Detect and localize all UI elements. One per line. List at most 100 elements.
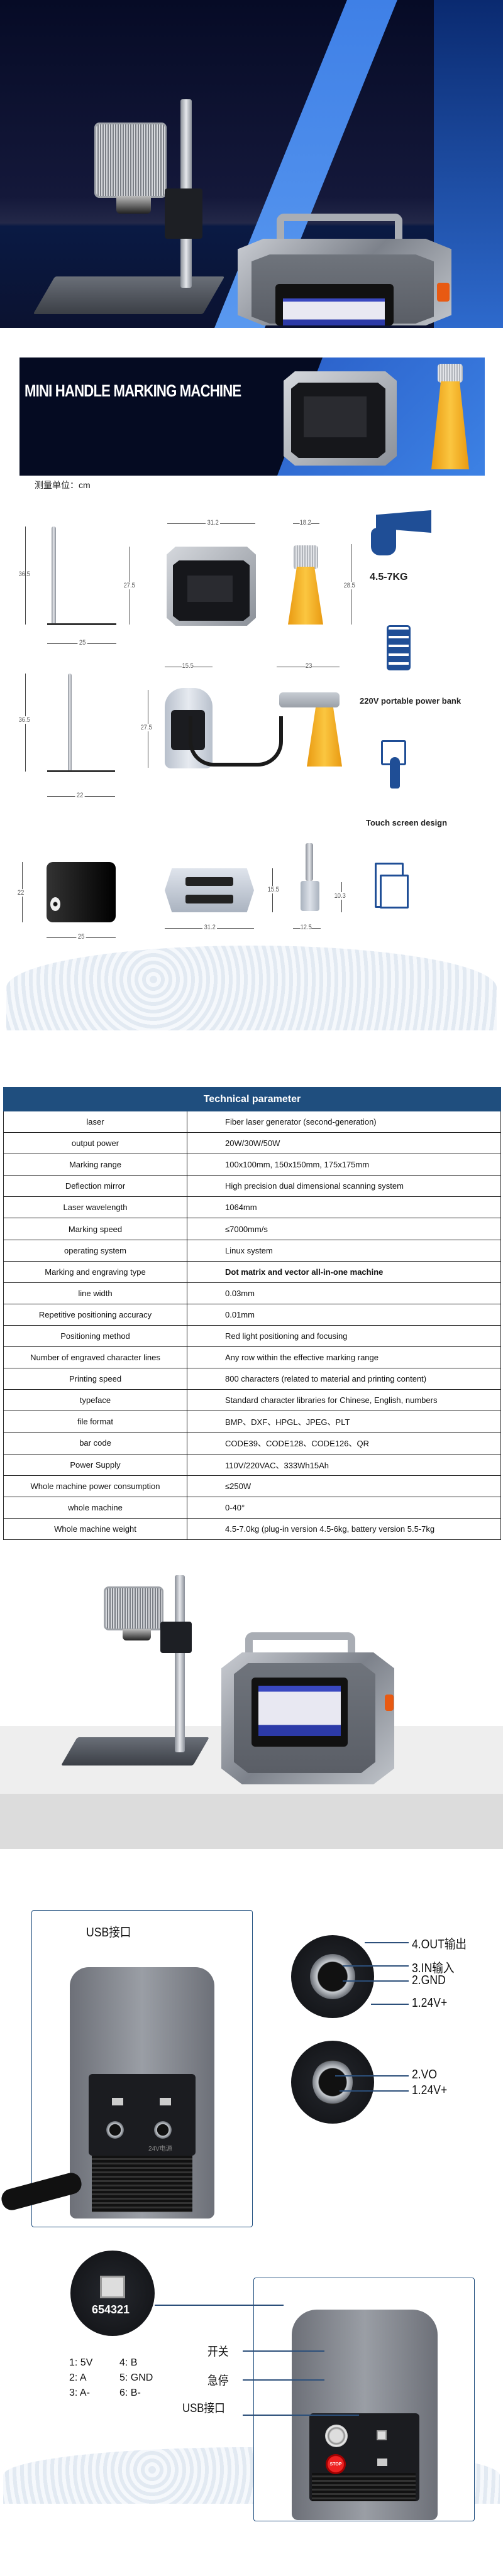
pinout-item: 4: B: [119, 2357, 138, 2368]
dim-stand-height: 36.5: [18, 570, 30, 578]
param-name: Marking and engraving type: [3, 1260, 187, 1283]
usb-port[interactable]: [160, 2098, 171, 2105]
dim-machine-height: 27.5: [123, 582, 135, 589]
dim-head-width: 18.2: [299, 519, 311, 527]
stand-pole: [175, 1575, 185, 1752]
param-value: Red light positioning and focusing: [187, 1324, 501, 1348]
usb-port[interactable]: [112, 2098, 123, 2105]
rj45-port[interactable]: [377, 2430, 387, 2440]
table-row: Whole machine weight 4.5-7.0kg (plug-in v…: [3, 1517, 501, 1540]
pin-label: 2.VO: [412, 2068, 438, 2082]
param-value: 100x100mm, 150x150mm, 175x175mm: [187, 1154, 501, 1176]
pinout-item: 5: GND: [119, 2372, 153, 2383]
laser-head: [279, 692, 340, 707]
unit-label: 测量单位：cm: [35, 480, 91, 490]
laser-head: [104, 1586, 163, 1630]
hand-icon: [371, 528, 396, 555]
param-name: whole machine: [3, 1496, 187, 1519]
laser-head: [94, 123, 167, 198]
feature-touch-screen: Touch screen design: [366, 818, 448, 827]
dim-machine-depth: 15.5: [182, 662, 194, 670]
table-row: Positioning method Red light positioning …: [3, 1324, 501, 1348]
touch-screen: [258, 1686, 341, 1736]
dim-machine-width: 31.2: [202, 924, 218, 931]
usb-label: USB接口: [86, 1926, 131, 1940]
param-name: Number of engraved character lines: [3, 1346, 187, 1369]
pin-label: 4.OUT输出: [412, 1938, 467, 1951]
emergency-stop: [437, 283, 450, 302]
param-name: Whole machine weight: [3, 1517, 187, 1540]
dim-stand-base: 25: [77, 639, 87, 647]
pin-label: 2.GND: [412, 1973, 446, 1987]
feature-weight: 4.5-7KG: [370, 572, 408, 582]
dim-machine-height: 27.5: [140, 724, 152, 731]
power-switch[interactable]: [325, 2425, 348, 2447]
world-map: [6, 946, 497, 1030]
banner-title: MINI HANDLE MARKING MACHINE: [25, 381, 241, 400]
pin-label: 3.IN输入: [412, 1962, 455, 1975]
dim-head-height: 28.5: [343, 582, 355, 589]
emergency-stop: [385, 1695, 394, 1711]
lens: [123, 1629, 151, 1640]
param-value: Standard character libraries for Chinese…: [187, 1389, 501, 1412]
table-row: Repetitive positioning accuracy 0.01mm: [3, 1303, 501, 1326]
switch-label: 开关: [207, 2345, 229, 2359]
dim-machine-width: 31.2: [206, 519, 221, 527]
banner: MINI HANDLE MARKING MACHINE: [19, 357, 485, 476]
param-value: 800 characters (related to material and …: [187, 1368, 501, 1390]
table-row: line width 0.03mm: [3, 1282, 501, 1304]
panel-text: 24V电源: [148, 2146, 172, 2153]
table-row: typeface Standard character libraries for…: [3, 1389, 501, 1412]
param-name: Laser wavelength: [3, 1196, 187, 1219]
table-row: Printing speed 800 characters (related to…: [3, 1368, 501, 1390]
table-title: Technical parameter: [3, 1087, 501, 1111]
param-name: line width: [3, 1282, 187, 1304]
pin-label: 1.24V+: [412, 1996, 448, 2010]
param-value: CODE39、CODE128、CODE126、QR: [187, 1432, 501, 1454]
stand-pole: [52, 527, 56, 625]
stand-pole: [68, 674, 72, 772]
rj45-detail: 654321: [70, 2251, 155, 2336]
dim-head-height: 10.3: [334, 892, 346, 900]
param-value: 0.03mm: [187, 1282, 501, 1304]
usb-label: USB接口: [182, 2402, 225, 2415]
laser-head: [293, 545, 318, 569]
pinout-item: 6: B-: [119, 2388, 141, 2398]
interface-frame-2: STOP: [253, 2278, 475, 2521]
pinout-item: 3: A-: [69, 2388, 90, 2398]
product-photo: [0, 1568, 503, 1794]
param-name: Marking speed: [3, 1218, 187, 1240]
param-value: Any row within the effective marking ran…: [187, 1346, 501, 1369]
dim-head-length: 23: [305, 662, 312, 670]
head-handle: [306, 843, 313, 881]
spec-table: Technical parameter laser Fiber laser gen…: [3, 1087, 501, 1540]
table-row: Marking range 100x100mm, 150x150mm, 175x1…: [3, 1154, 501, 1176]
laser-head: [438, 364, 463, 383]
usb-port[interactable]: [377, 2459, 387, 2466]
connector-4pin-detail: [291, 1935, 374, 2018]
connector-4pin[interactable]: [106, 2121, 124, 2139]
param-value: 20W/30W/50W: [187, 1132, 501, 1155]
param-name: Deflection mirror: [3, 1175, 187, 1198]
param-name: Marking range: [3, 1154, 187, 1176]
connector-2pin-detail: [291, 2041, 374, 2124]
connector-2pin[interactable]: [154, 2121, 172, 2139]
dimension-view-3: 22 25 15.5 31.2 10.3 12.5: [0, 829, 503, 949]
rj45-pin-order: 654321: [92, 2303, 130, 2316]
table-row: bar code CODE39、CODE128、CODE126、QR: [3, 1432, 501, 1454]
table-row: Marking speed ≤7000mm/s: [3, 1218, 501, 1240]
table-row: Power Supply 110V/220VAC、333Wh15Ah: [3, 1453, 501, 1476]
param-value: ≤250W: [187, 1475, 501, 1497]
stand-base: [47, 770, 115, 772]
param-value: High precision dual dimensional scanning…: [187, 1175, 501, 1198]
dim-stand-height: 36.5: [18, 716, 30, 724]
param-value: 1064mm: [187, 1196, 501, 1219]
cable: [189, 716, 283, 767]
emergency-stop-button[interactable]: STOP: [326, 2454, 346, 2474]
dim-head-width: 12.5: [300, 924, 312, 931]
table-row: whole machine 0-40°: [3, 1496, 501, 1519]
param-value: ≤7000mm/s: [187, 1218, 501, 1240]
vent: [312, 2473, 416, 2501]
table-row: Marking and engraving type Dot matrix and…: [3, 1260, 501, 1283]
dim-stand-base: 22: [75, 792, 85, 799]
